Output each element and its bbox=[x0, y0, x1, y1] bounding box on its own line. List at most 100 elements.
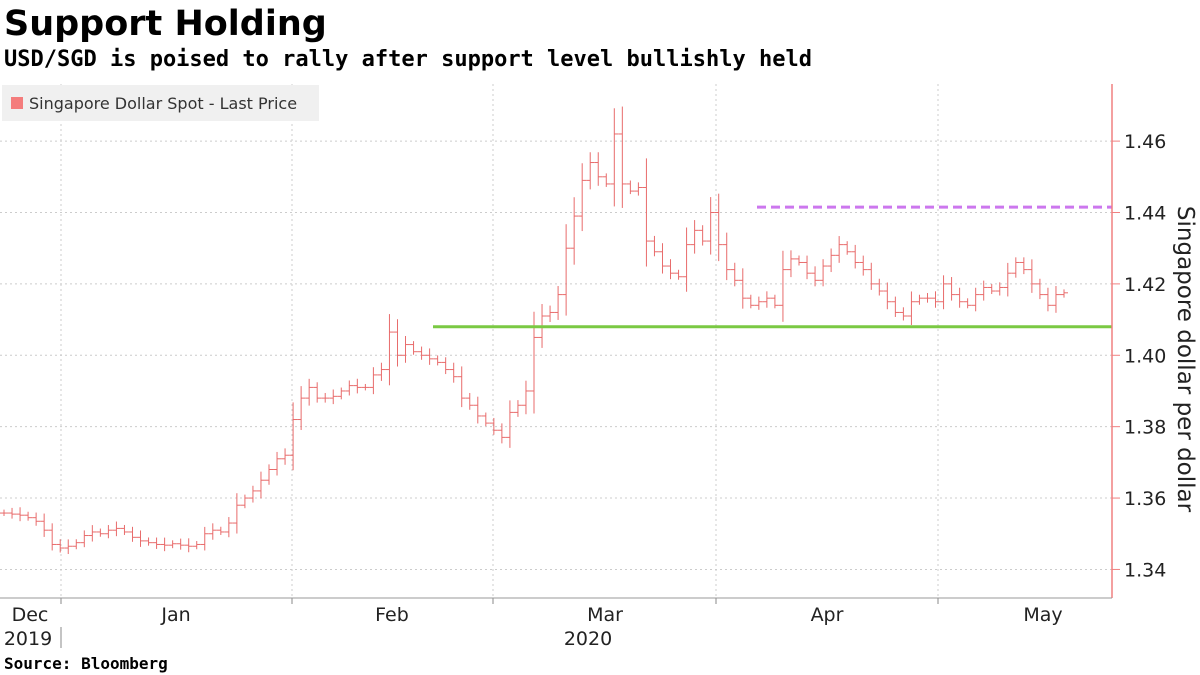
ohlc-bar bbox=[16, 507, 25, 522]
ohlc-bar bbox=[120, 524, 129, 535]
ohlc-bar bbox=[803, 255, 812, 280]
y-tick-label: 1.40 bbox=[1124, 345, 1166, 367]
ohlc-bar bbox=[883, 282, 892, 310]
ohlc-bar bbox=[112, 521, 121, 537]
ohlc-bar bbox=[594, 152, 603, 186]
ohlc-bar bbox=[722, 232, 731, 281]
ohlc-bar bbox=[915, 294, 924, 305]
ohlc-bar bbox=[939, 275, 948, 310]
ohlc-bar bbox=[658, 243, 667, 274]
y-tick-label: 1.34 bbox=[1124, 559, 1166, 581]
y-axis-title: Singapore dollar per dollar bbox=[1172, 206, 1198, 513]
ohlc-bar bbox=[136, 530, 145, 547]
ohlc-bar bbox=[8, 507, 17, 519]
ohlc-bar bbox=[24, 511, 33, 521]
ohlc-bar bbox=[505, 400, 514, 448]
source-note: Source: Bloomberg bbox=[4, 654, 168, 673]
ohlc-bar bbox=[762, 291, 771, 308]
ohlc-bar bbox=[610, 108, 619, 207]
ohlc-bar bbox=[353, 378, 362, 394]
ohlc-bar bbox=[827, 248, 836, 273]
ohlc-bar bbox=[72, 539, 81, 550]
ohlc-bar bbox=[875, 278, 884, 296]
ohlc-bar bbox=[88, 525, 97, 542]
ohlc-bar bbox=[128, 526, 137, 542]
ohlc-bar bbox=[200, 526, 209, 551]
ohlc-bar bbox=[489, 417, 498, 435]
ohlc-bar bbox=[971, 287, 980, 312]
x-year-label: 2020 bbox=[564, 628, 612, 650]
ohlc-bar bbox=[361, 383, 370, 391]
ohlc-bar bbox=[859, 255, 868, 276]
ohlc-bar bbox=[96, 528, 105, 537]
ohlc-bar bbox=[168, 540, 177, 549]
y-tick-label: 1.46 bbox=[1124, 131, 1166, 153]
x-month-label: Jan bbox=[160, 604, 190, 626]
ohlc-bar bbox=[385, 314, 394, 386]
ohlc-bar bbox=[240, 494, 249, 509]
ohlc-bar bbox=[425, 348, 434, 365]
ohlc-bar bbox=[546, 305, 555, 323]
ohlc-bar bbox=[1011, 257, 1020, 278]
legend: Singapore Dollar Spot - Last Price bbox=[2, 85, 319, 121]
ohlc-bar bbox=[891, 296, 900, 317]
ohlc-bar bbox=[497, 423, 506, 444]
ohlc-bar bbox=[1035, 278, 1044, 300]
ohlc-bar bbox=[313, 382, 322, 403]
x-month-label: Apr bbox=[811, 604, 844, 626]
ohlc-bar bbox=[80, 530, 89, 548]
x-month-label: May bbox=[1023, 604, 1062, 626]
ohlc-bar bbox=[104, 525, 113, 539]
ohlc-bar bbox=[369, 367, 378, 395]
ohlc-bar bbox=[714, 193, 723, 262]
ohlc-bar bbox=[465, 392, 474, 410]
ohlc-bar bbox=[0, 509, 8, 517]
ohlc-bar bbox=[321, 392, 330, 403]
ohlc-bar bbox=[441, 357, 450, 375]
ohlc-bar bbox=[513, 400, 522, 417]
ohlc-bar bbox=[337, 387, 346, 400]
legend-label: Singapore Dollar Spot - Last Price bbox=[29, 93, 298, 113]
ohlc-bar bbox=[160, 537, 169, 552]
ohlc-bar bbox=[923, 293, 932, 303]
ohlc-bar bbox=[819, 259, 828, 287]
ohlc-bar bbox=[562, 224, 571, 316]
ohlc-bar bbox=[843, 241, 852, 255]
ohlc-bar bbox=[192, 541, 201, 550]
ohlc-bar bbox=[256, 471, 265, 499]
ohlc-bar bbox=[955, 287, 964, 308]
series-layer bbox=[0, 106, 1068, 555]
ohlc-bar bbox=[481, 412, 490, 427]
ohlc-bar bbox=[618, 106, 627, 208]
x-month-label: Dec bbox=[12, 604, 49, 626]
ohlc-bar bbox=[995, 282, 1004, 296]
ohlc-bar bbox=[634, 182, 643, 196]
ohlc-bar bbox=[281, 448, 290, 465]
y-tick-label: 1.44 bbox=[1124, 203, 1166, 225]
ohlc-bar bbox=[297, 386, 306, 431]
ohlc-bar bbox=[64, 539, 73, 555]
y-tick-label: 1.38 bbox=[1124, 417, 1166, 439]
ohlc-bar bbox=[867, 262, 876, 290]
ohlc-bar bbox=[586, 152, 595, 190]
ohlc-bar bbox=[273, 451, 282, 476]
ohlc-bar bbox=[208, 523, 217, 540]
ohlc-bar bbox=[56, 539, 65, 553]
ohlc-bar bbox=[32, 512, 41, 526]
grid-layer bbox=[0, 84, 1112, 598]
ohlc-bar bbox=[521, 380, 530, 415]
ohlc-bar bbox=[232, 493, 241, 534]
ohlc-bar bbox=[979, 280, 988, 301]
ohlc-bar bbox=[345, 380, 354, 396]
chart-title: Support Holding bbox=[4, 4, 327, 44]
ohlc-bar bbox=[947, 277, 956, 301]
ohlc-bar bbox=[690, 220, 699, 254]
ohlc-bar bbox=[216, 526, 225, 535]
ohlc-bar bbox=[433, 355, 442, 366]
x-month-label: Feb bbox=[375, 604, 409, 626]
ohlc-bar bbox=[152, 537, 161, 549]
level-layer bbox=[433, 205, 1112, 329]
legend-swatch bbox=[11, 97, 23, 109]
ohlc-bar bbox=[899, 307, 908, 321]
